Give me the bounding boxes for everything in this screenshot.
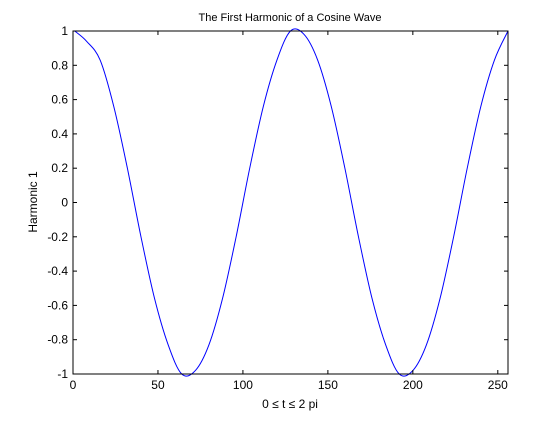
y-axis-label: Harmonic 1 [26, 171, 40, 233]
y-tick-label: -0.4 [47, 264, 68, 278]
x-tick-label: 200 [403, 378, 423, 392]
y-tick-label: -0.8 [47, 333, 68, 347]
y-tick-label: 0.4 [51, 127, 68, 141]
y-tick-label: 1 [61, 24, 68, 38]
chart-title: The First Harmonic of a Cosine Wave [199, 12, 382, 24]
x-tick-label: 50 [151, 378, 165, 392]
y-tick-label: -1 [57, 367, 68, 381]
y-tick-label: -0.6 [47, 298, 68, 312]
y-tick-label: -0.2 [47, 230, 68, 244]
y-tick-label: 0.8 [51, 58, 68, 72]
x-axis-label: 0 ≤ t ≤ 2 pi [262, 397, 318, 411]
x-tick-label: 250 [488, 378, 508, 392]
y-tick-label: 0.6 [51, 93, 68, 107]
x-tick-label: 100 [233, 378, 253, 392]
x-tick-label: 150 [318, 378, 338, 392]
x-ticks: 0 50 100 150 200 250 [70, 31, 508, 392]
y-tick-label: 0 [61, 196, 68, 210]
y-tick-label: 0.2 [51, 161, 68, 175]
plot-background [73, 31, 508, 374]
x-tick-label: 0 [70, 378, 77, 392]
y-ticks: 1 0.8 0.6 0.4 0.2 0 -0.2 -0.4 -0.6 -0.8 -1 [47, 24, 508, 381]
